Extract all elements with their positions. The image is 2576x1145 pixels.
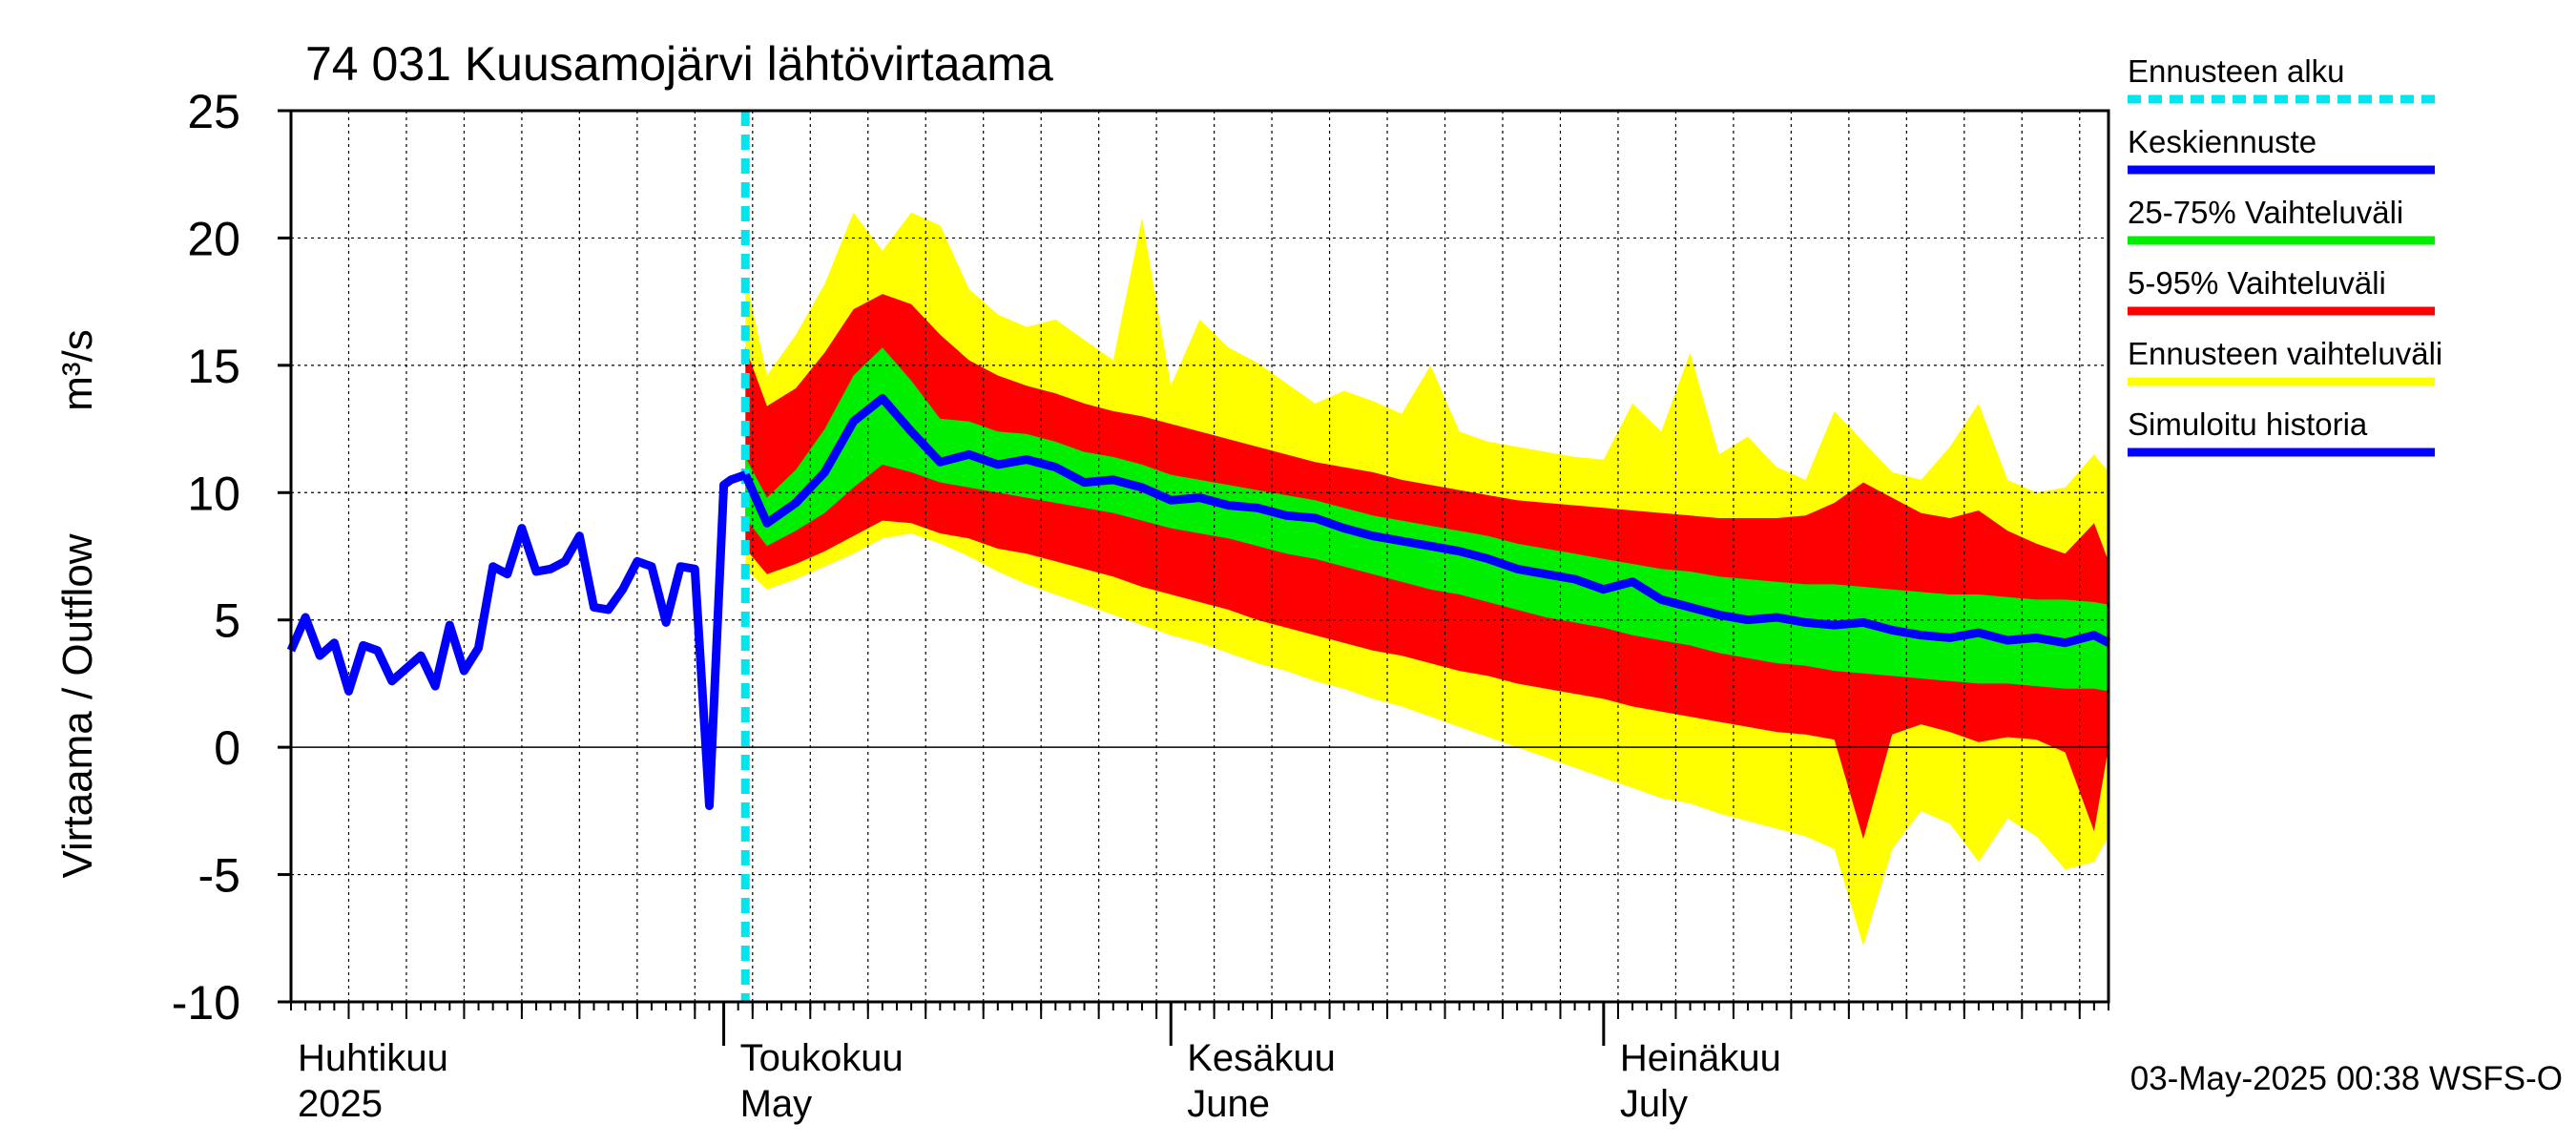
x-month-label: Huhtikuu (298, 1037, 448, 1079)
legend-label: 5-95% Vaihteluväli (2128, 265, 2386, 301)
y-axis-unit: m³/s (54, 329, 101, 411)
y-axis-label: Virtaama / Outflow (54, 533, 101, 878)
chart-title: 74 031 Kuusamojärvi lähtövirtaama (305, 37, 1053, 91)
y-tick-label: 25 (187, 85, 240, 138)
legend: Ennusteen alku Keskiennuste 25-75% Vaihtel… (2128, 53, 2442, 457)
y-tick-label: 0 (214, 721, 240, 775)
legend-label: 25-75% Vaihteluväli (2128, 195, 2403, 230)
y-tick-label: 20 (187, 212, 240, 265)
simulated-history-line (286, 470, 747, 810)
x-month-sublabel: May (740, 1083, 813, 1125)
x-month-sublabel: June (1187, 1083, 1270, 1125)
forecast-bands (745, 212, 2109, 947)
legend-label: Ennusteen alku (2128, 53, 2345, 89)
y-tick-label: 10 (187, 467, 240, 520)
legend-label: Ennusteen vaihteluväli (2128, 336, 2442, 371)
median-forecast-line (741, 394, 2111, 648)
x-month-label: Kesäkuu (1187, 1037, 1336, 1079)
chart-grid (291, 111, 2109, 1002)
x-month-sublabel: July (1620, 1083, 1688, 1125)
band-25-75 (745, 347, 2109, 692)
timestamp: 03-May-2025 00:38 WSFS-O (2130, 1060, 2563, 1097)
x-month-sublabel: 2025 (298, 1083, 383, 1125)
y-tick-label: 15 (187, 340, 240, 393)
y-tick-label: -5 (198, 849, 240, 903)
legend-label: Keskiennuste (2128, 124, 2316, 159)
x-month-label: Toukokuu (740, 1037, 904, 1079)
series-lines (286, 111, 2111, 1002)
y-tick-label: -10 (172, 976, 240, 1030)
y-axis: 25 20 15 10 5 0 -5 -10 (172, 85, 291, 1030)
legend-label: Simuloitu historia (2128, 406, 2368, 442)
x-month-label: Heinäkuu (1620, 1037, 1781, 1079)
y-tick-label: 5 (214, 594, 240, 648)
